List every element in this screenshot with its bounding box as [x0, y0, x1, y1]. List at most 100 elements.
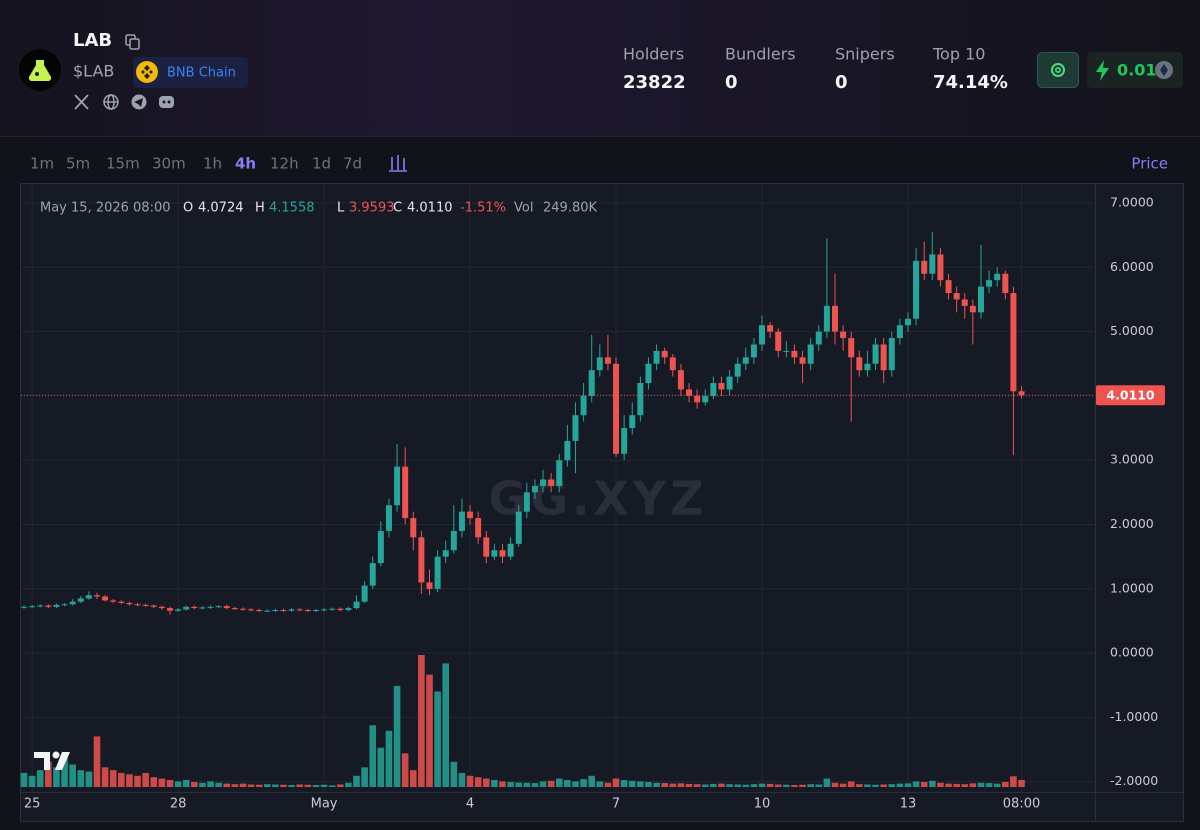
candle-body — [596, 357, 603, 371]
scale-mode[interactable]: Price — [1131, 155, 1168, 173]
candle-body — [929, 254, 936, 274]
last-price-label: 4.0110 — [1106, 388, 1155, 403]
volume-bar — [920, 781, 928, 787]
volume-bar — [174, 781, 182, 787]
volume-bar — [555, 778, 563, 787]
candle-body — [977, 286, 984, 313]
volume-bar — [864, 784, 871, 787]
interval-button[interactable]: 1m — [30, 155, 54, 173]
volume-bar — [693, 784, 701, 787]
volume-bar — [985, 783, 993, 787]
volume-bar — [637, 781, 644, 787]
chart-panel — [20, 183, 1184, 822]
candle-body — [621, 428, 628, 454]
candle-body — [166, 608, 173, 611]
volume-bar — [904, 783, 912, 787]
volume-bar — [20, 772, 28, 787]
volume-bar — [653, 782, 660, 787]
candle-body — [385, 505, 392, 531]
candle-body — [199, 607, 206, 609]
volume-bar — [547, 780, 555, 787]
stat-value: 0 — [725, 72, 738, 93]
interval-button[interactable]: 1h — [203, 155, 222, 173]
x-tick-label: May — [311, 797, 338, 812]
volume-bar — [304, 784, 312, 787]
legend-high-label: H — [255, 201, 265, 216]
interval-button[interactable]: 7d — [343, 155, 362, 173]
candle-body — [85, 595, 92, 599]
interval-button[interactable]: 1d — [312, 155, 331, 173]
balance-button[interactable]: 0.01 — [1087, 52, 1183, 88]
volume-bar — [336, 784, 344, 787]
candle-body — [815, 331, 822, 345]
candle-body — [564, 440, 571, 461]
candle-body — [215, 606, 222, 608]
chain-badge[interactable]: BNB Chain — [133, 57, 248, 88]
candle-body — [296, 609, 303, 611]
social-discord[interactable] — [159, 96, 174, 108]
interval-button[interactable]: 30m — [152, 155, 186, 173]
volume-bar — [572, 781, 579, 787]
stat-value: 0 — [835, 72, 848, 93]
candle-body — [207, 606, 214, 608]
candle-body — [37, 605, 44, 607]
volume-bar — [482, 778, 490, 787]
y-tick-label: -2.0000 — [1110, 773, 1158, 788]
volume-bar — [839, 783, 847, 787]
volume-bar — [69, 764, 76, 787]
social-x[interactable] — [74, 94, 89, 110]
candle-body — [312, 610, 319, 612]
volume-bar — [929, 780, 936, 787]
candle-body — [799, 357, 806, 364]
volume-bar — [831, 782, 839, 787]
volume-bar — [823, 778, 831, 787]
interval-button[interactable]: 5m — [66, 155, 90, 173]
candle-body — [767, 325, 774, 332]
legend-low: 3.9593 — [349, 201, 395, 216]
copy-button[interactable] — [125, 34, 140, 50]
volume-bar — [937, 782, 944, 787]
x-tick-label: 7 — [612, 797, 620, 812]
volume-bar — [856, 784, 863, 787]
candle-body — [613, 363, 620, 454]
volume-bar — [36, 770, 44, 787]
interval-button[interactable]: 15m — [106, 155, 140, 173]
candle-body — [102, 596, 109, 601]
volume-bar — [564, 779, 571, 787]
candle-body — [394, 466, 401, 506]
candle-body — [150, 605, 157, 607]
candle-body — [872, 344, 879, 364]
candle-body — [718, 383, 725, 390]
candle-body — [791, 350, 798, 358]
volume-bar — [491, 779, 498, 787]
candle-body — [1018, 391, 1025, 396]
settings-button[interactable] — [1037, 52, 1079, 88]
candle-body — [710, 383, 717, 396]
social-telegram[interactable] — [131, 94, 147, 110]
candle-body — [402, 466, 409, 519]
legend-volume: 249.80K — [543, 201, 597, 216]
chain-name: BNB Chain — [167, 66, 236, 81]
social-website[interactable] — [103, 94, 119, 110]
candle-body — [353, 601, 360, 609]
volume-bar — [791, 785, 798, 787]
volume-bar — [207, 781, 214, 787]
volume-bar — [815, 784, 823, 787]
indicator-button[interactable] — [389, 155, 407, 172]
volume-bar — [450, 761, 458, 787]
volume-bar — [142, 772, 149, 787]
candle-body — [507, 543, 514, 557]
candle-body — [945, 280, 952, 294]
candle-body — [864, 363, 871, 371]
volume-bar — [620, 779, 628, 787]
candle-body — [223, 606, 230, 609]
interval-button[interactable]: 4h — [235, 155, 256, 173]
volume-bar — [223, 783, 231, 787]
volume-bar — [85, 771, 93, 787]
candle-body — [961, 299, 968, 306]
candle-body — [337, 608, 344, 611]
last-price-tag — [1096, 385, 1165, 406]
volume-bar — [750, 784, 758, 787]
candle-body — [556, 460, 563, 486]
interval-button[interactable]: 12h — [270, 155, 299, 173]
